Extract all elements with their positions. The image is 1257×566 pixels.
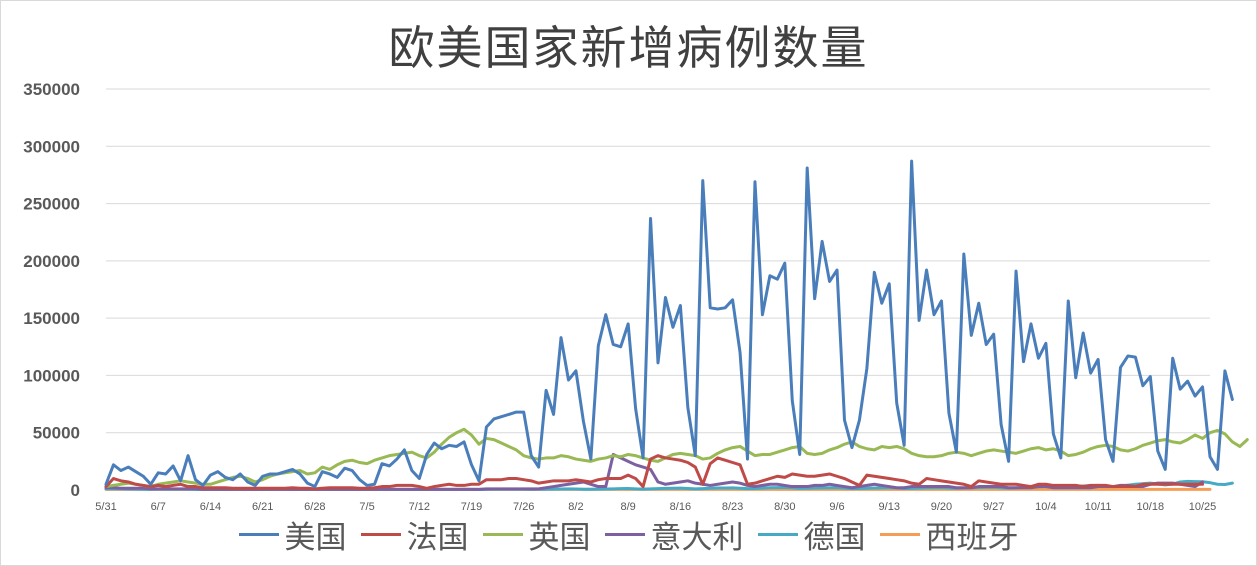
y-tick-label: 350000	[23, 80, 80, 99]
x-tick-label: 6/7	[151, 501, 166, 513]
legend-item: 意大利	[604, 512, 744, 557]
x-tick-label: 10/18	[1137, 501, 1165, 513]
legend-label: 西班牙	[925, 520, 1019, 556]
x-tick-label: 7/26	[513, 501, 534, 513]
legend-item: 美国	[238, 512, 347, 557]
legend-swatch	[482, 533, 523, 536]
series-line-2	[104, 427, 1249, 489]
x-tick-label: 9/13	[879, 501, 900, 513]
y-tick-label: 200000	[23, 252, 80, 271]
x-tick-label: 10/11	[1085, 501, 1112, 513]
x-tick-label: 10/4	[1035, 501, 1056, 513]
legend-item: 英国	[482, 512, 591, 557]
x-tick-label: 7/12	[409, 501, 430, 513]
x-tick-label: 6/28	[304, 501, 325, 513]
legend-label: 德国	[803, 520, 866, 556]
x-tick-label: 7/5	[359, 501, 374, 513]
chart-legend: 美国 法国 英国 意大利 德国 西班牙	[0, 512, 1257, 557]
series-lines	[104, 159, 1249, 492]
legend-label: 美国	[284, 520, 347, 556]
x-tick-label: 9/6	[829, 501, 844, 513]
legend-item: 德国	[757, 512, 866, 557]
legend-label: 意大利	[650, 520, 744, 556]
legend-label: 英国	[528, 520, 591, 556]
legend-swatch	[238, 533, 279, 536]
series-line-0	[104, 159, 1234, 489]
x-tick-label: 10/25	[1189, 501, 1217, 513]
legend-swatch	[757, 533, 798, 536]
x-tick-label: 9/27	[983, 501, 1004, 513]
series-line-1	[104, 454, 1205, 491]
chart-title: 欧美国家新增病例数量	[388, 21, 869, 75]
x-tick-label: 8/2	[568, 501, 583, 513]
gridlines	[106, 88, 1210, 491]
x-tick-label: 7/19	[461, 501, 482, 513]
legend-label: 法国	[406, 520, 469, 556]
y-tick-label: 150000	[23, 309, 80, 328]
x-tick-label: 6/14	[200, 501, 221, 513]
x-tick-label: 8/30	[774, 501, 795, 513]
x-tick-label: 8/9	[621, 501, 636, 513]
x-tick-label: 5/31	[95, 501, 116, 513]
legend-item: 法国	[360, 512, 469, 557]
x-tick-label: 8/23	[722, 501, 743, 513]
y-tick-label: 100000	[23, 366, 80, 385]
legend-swatch	[360, 533, 401, 536]
x-tick-label: 8/16	[670, 501, 691, 513]
y-axis-ticks: 0 50000 100000 150000 200000 250000 300000 3500…	[23, 80, 80, 500]
x-tick-label: 6/21	[252, 501, 273, 513]
x-axis-ticks: 5/31 6/7 6/14 6/21 6/28 7/5 7/12 7/19 7/26 8/2 8/9…	[95, 501, 1216, 513]
y-tick-label: 300000	[23, 137, 80, 156]
y-tick-label: 250000	[23, 195, 80, 214]
legend-swatch	[604, 533, 645, 536]
y-tick-label: 0	[71, 481, 80, 500]
x-tick-label: 9/20	[931, 501, 952, 513]
legend-item: 西班牙	[879, 512, 1019, 557]
y-tick-label: 50000	[33, 424, 80, 443]
legend-swatch	[879, 533, 920, 536]
